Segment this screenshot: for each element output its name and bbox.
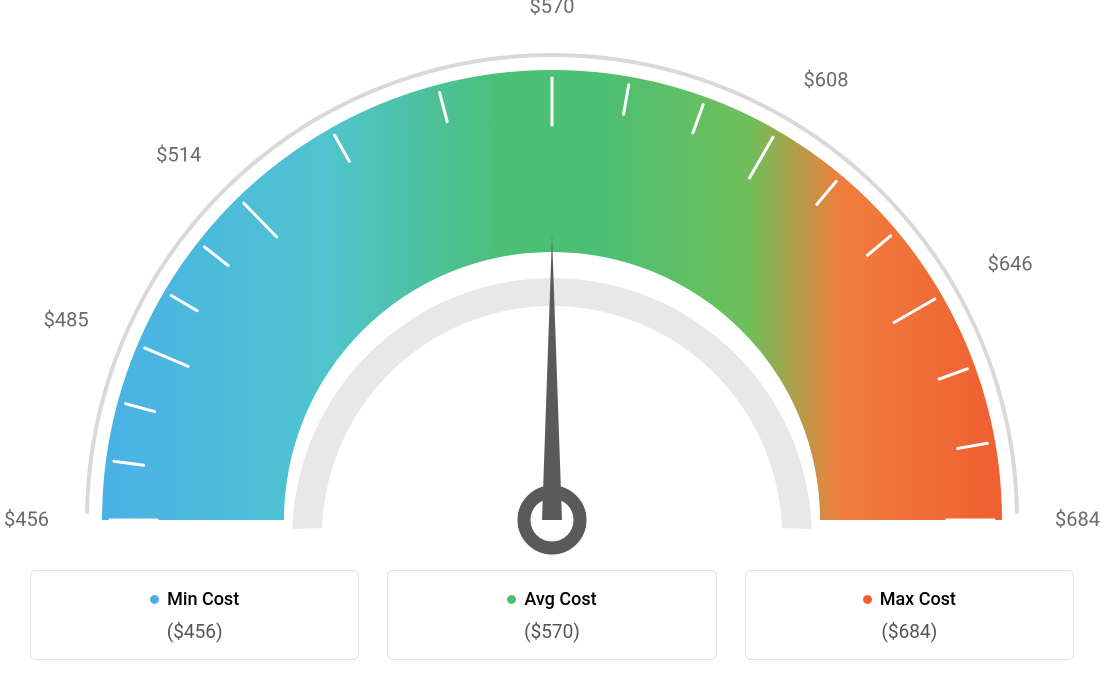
legend-row: Min Cost ($456) Avg Cost ($570) Max Cost… — [0, 570, 1104, 660]
gauge-tick-label: $608 — [804, 67, 849, 91]
gauge-tick-label: $646 — [988, 252, 1033, 276]
legend-title-min: Min Cost — [150, 589, 239, 610]
legend-dot-min — [150, 595, 159, 604]
legend-value-min: ($456) — [41, 620, 348, 643]
gauge-tick-label: $456 — [4, 507, 49, 531]
legend-dot-max — [863, 595, 872, 604]
gauge-container: $456 $485 $514 $570 $608 $646 $684 — [0, 0, 1104, 560]
legend-card-max: Max Cost ($684) — [745, 570, 1074, 660]
gauge-tick-label: $514 — [156, 142, 201, 166]
legend-title-max: Max Cost — [863, 589, 956, 610]
gauge-svg: $456 $485 $514 $570 $608 $646 $684 — [0, 0, 1104, 560]
gauge-tick-label: $570 — [530, 0, 575, 18]
legend-title-avg: Avg Cost — [507, 589, 596, 610]
legend-card-min: Min Cost ($456) — [30, 570, 359, 660]
legend-dot-avg — [507, 595, 516, 604]
legend-value-avg: ($570) — [398, 620, 705, 643]
gauge-tick-label: $485 — [44, 307, 89, 331]
legend-label-max: Max Cost — [880, 589, 956, 610]
gauge-tick-label: $684 — [1055, 507, 1100, 531]
legend-card-avg: Avg Cost ($570) — [387, 570, 716, 660]
legend-label-avg: Avg Cost — [524, 589, 596, 610]
legend-label-min: Min Cost — [167, 589, 239, 610]
legend-value-max: ($684) — [756, 620, 1063, 643]
